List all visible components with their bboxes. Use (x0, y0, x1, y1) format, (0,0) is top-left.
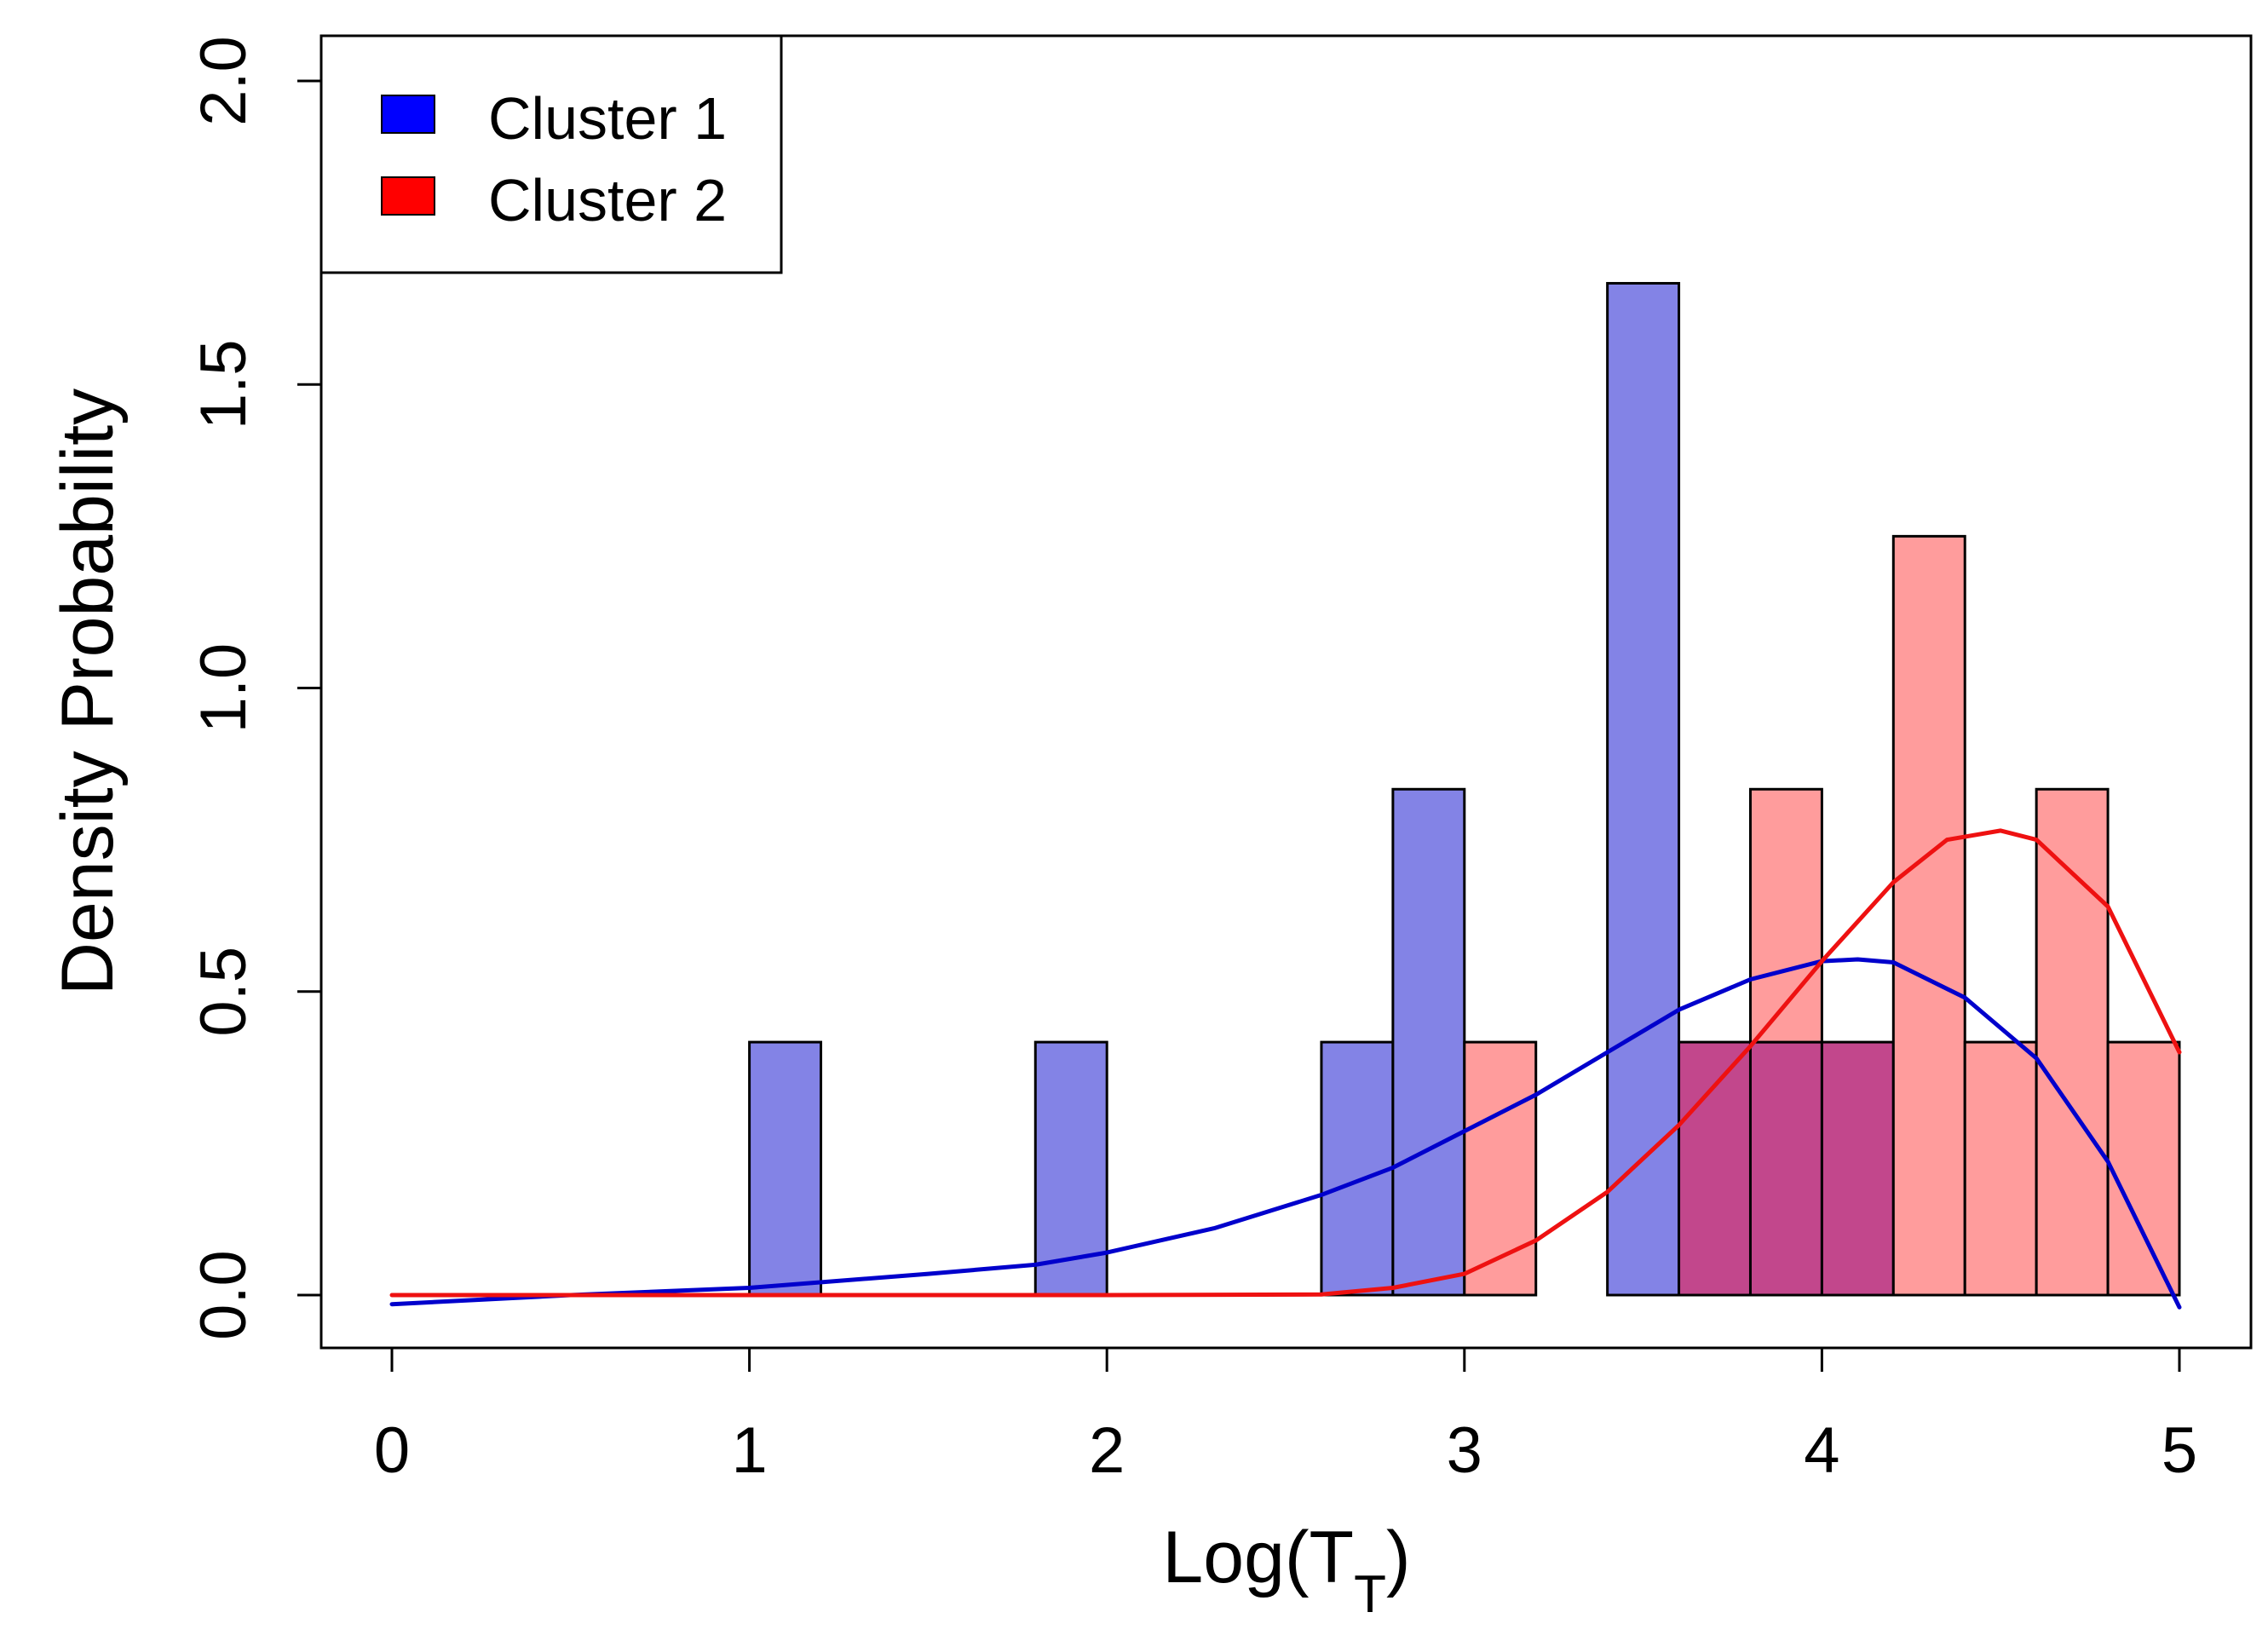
y-axis: 0.0 0.5 1.0 1.5 2.0 (187, 36, 323, 1340)
bar-cluster-2-3-8 (1748, 787, 1823, 1044)
x-tick-label-5: 5 (2162, 1414, 2197, 1487)
x-tick-label-3: 3 (1447, 1414, 1482, 1487)
legend-swatch-cluster-1 (381, 95, 435, 134)
bar-overlap-3-8 (1748, 1040, 1823, 1297)
x-tick-label-2: 2 (1089, 1414, 1125, 1487)
density-curve-cluster-1 (389, 957, 2182, 1310)
bar-overlap-3-6 (1678, 1040, 1752, 1297)
x-tick-label-0: 0 (374, 1414, 410, 1487)
legend-box (319, 34, 783, 274)
legend: Cluster 1 Cluster 2 (319, 34, 783, 274)
bar-cluster-1-2-6 (1320, 1040, 1395, 1297)
bar-cluster-2-4-6 (2035, 787, 2110, 1297)
density-curve-cluster-2 (389, 828, 2182, 1298)
y-tick-label-2-0: 2.0 (187, 36, 260, 126)
x-tick-label-1: 1 (731, 1414, 767, 1487)
bar-cluster-2-4-2 (1891, 534, 1966, 1297)
legend-label-cluster-1: Cluster 1 (488, 85, 727, 152)
y-tick-label-0-5: 0.5 (187, 947, 260, 1037)
y-axis-title: Density Probability (47, 389, 129, 995)
bar-cluster-2-3 (1463, 1040, 1538, 1297)
bar-cluster-2-4-4 (1963, 1040, 2038, 1297)
bar-overlap-4 (1820, 1040, 1895, 1297)
x-axis: 0 1 2 3 4 5 (374, 1346, 2197, 1487)
legend-label-cluster-2: Cluster 2 (488, 167, 727, 233)
bar-cluster-2-4-8 (2106, 1040, 2181, 1297)
y-tick-label-1-0: 1.0 (187, 643, 260, 734)
bar-cluster-1-1 (748, 1040, 823, 1297)
x-axis-title: Log(TT) (1162, 1517, 1410, 1624)
y-tick-label-0-0: 0.0 (187, 1250, 260, 1340)
histogram-bars (748, 281, 2181, 1297)
density-curves (389, 828, 2182, 1310)
bar-cluster-1-2-8 (1391, 787, 1466, 1297)
y-tick-label-1-5: 1.5 (187, 339, 260, 429)
x-tick-label-4: 4 (1804, 1414, 1839, 1487)
legend-swatch-cluster-2 (381, 176, 435, 216)
bar-cluster-1-3-4 (1606, 281, 1681, 1297)
